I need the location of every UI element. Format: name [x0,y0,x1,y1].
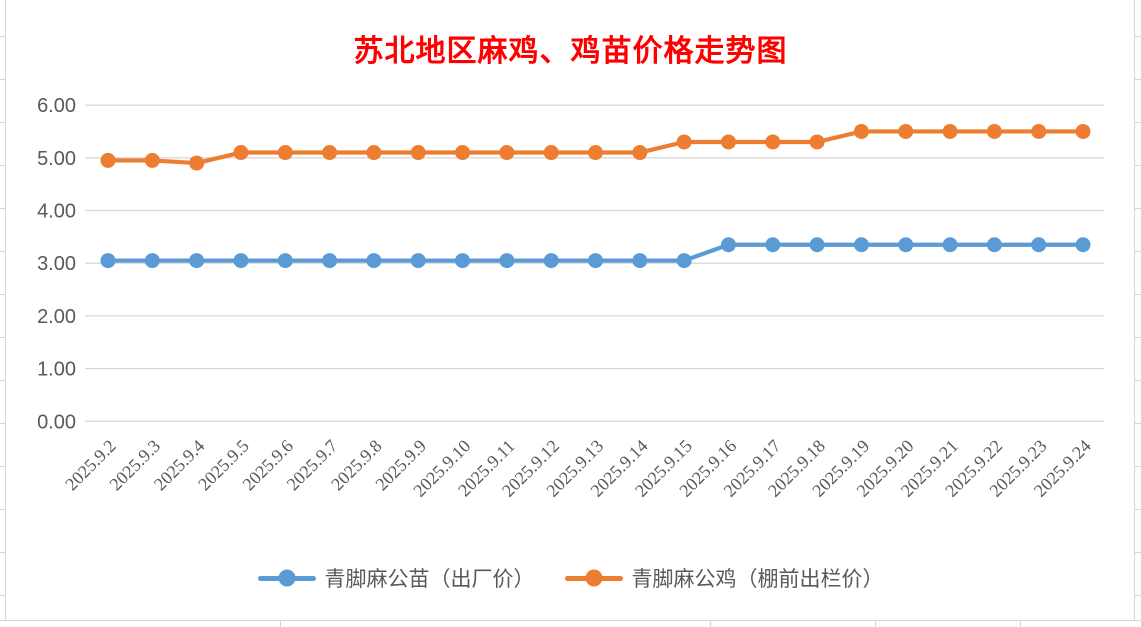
data-point-marker [588,145,604,161]
data-point-marker [942,123,958,139]
worksheet-gridline [1134,337,1141,338]
data-point-marker [1075,123,1091,139]
worksheet-gridline [0,251,5,252]
worksheet-gridline [1134,208,1141,209]
data-point-marker [588,253,604,269]
data-point-marker [765,134,781,150]
worksheet-gridline [1134,165,1141,166]
data-point-marker [233,145,249,161]
data-point-marker [676,253,692,269]
worksheet-gridline [0,423,5,424]
worksheet-gridline [875,620,876,627]
worksheet-gridline [1134,509,1141,510]
data-point-marker [632,253,648,269]
legend-label-series-2: 青脚麻公鸡（棚前出栏价） [631,567,884,591]
y-tick-label: 1.00 [37,359,76,381]
legend-item-chick-factory-price: 青脚麻公苗（出厂价） [257,563,535,593]
y-tick-label: 5.00 [37,148,76,170]
data-point-marker [543,253,559,269]
data-point-marker [676,134,692,150]
worksheet-gridline [0,509,5,510]
worksheet-gridline [1134,595,1141,596]
data-point-marker [809,237,825,253]
worksheet-gridline [280,620,281,627]
data-point-marker [410,253,426,269]
data-point-marker [233,253,249,269]
worksheet-gridline [0,208,5,209]
data-point-marker [1075,237,1091,253]
data-point-marker [986,123,1002,139]
worksheet-gridline [5,0,6,620]
data-point-marker [499,253,515,269]
worksheet-gridline [0,337,5,338]
worksheet-gridline [0,552,5,553]
data-point-marker [853,237,869,253]
data-point-marker [366,253,382,269]
worksheet-gridline [1020,620,1021,627]
data-point-marker [809,134,825,150]
data-point-marker [543,145,559,161]
data-point-marker [1031,237,1047,253]
data-point-marker [100,152,116,168]
data-point-marker [499,145,515,161]
data-point-marker [455,253,471,269]
data-point-marker [366,145,382,161]
data-point-marker [898,237,914,253]
worksheet-gridline [710,620,711,627]
legend-marker-orange-line-icon [564,569,623,587]
worksheet-gridline [0,595,5,596]
data-point-marker [277,253,293,269]
y-tick-label: 0.00 [37,411,76,433]
worksheet-gridline [1134,79,1141,80]
worksheet-gridline [1134,0,1135,620]
data-point-marker [410,145,426,161]
data-point-marker [720,237,736,253]
data-point-marker [144,152,160,168]
chart-title: 苏北地区麻鸡、鸡苗价格走势图 [353,35,788,68]
data-point-marker [853,123,869,139]
worksheet-gridline [1134,423,1141,424]
worksheet-gridline [0,79,5,80]
data-point-marker [632,145,648,161]
data-point-marker [322,253,338,269]
data-point-marker [144,253,160,269]
data-point-marker [898,123,914,139]
y-tick-label: 3.00 [37,253,76,275]
y-tick-label: 4.00 [37,201,76,223]
y-tick-label: 2.00 [37,306,76,328]
worksheet-gridline [0,294,5,295]
legend-label-series-1: 青脚麻公苗（出厂价） [324,567,535,591]
legend-marker-blue-line-icon [257,569,316,587]
worksheet-gridline [0,466,5,467]
worksheet-gridline [0,36,5,37]
data-point-marker [189,253,205,269]
data-point-marker [720,134,736,150]
data-point-marker [322,145,338,161]
worksheet-gridline [1134,36,1141,37]
y-tick-label: 6.00 [37,95,76,117]
data-point-marker [455,145,471,161]
worksheet-gridline [1134,466,1141,467]
data-point-marker [986,237,1002,253]
worksheet-gridline [1134,294,1141,295]
data-point-marker [942,237,958,253]
data-point-marker [765,237,781,253]
data-point-marker [100,253,116,269]
worksheet-gridline [1134,380,1141,381]
data-point-marker [1031,123,1047,139]
legend-item-rooster-farmgate-price: 青脚麻公鸡（棚前出栏价） [564,563,884,593]
worksheet-gridline [0,380,5,381]
worksheet-gridline [1134,552,1141,553]
worksheet-gridline [0,122,5,123]
chart-legend: 青脚麻公苗（出厂价） 青脚麻公鸡（棚前出栏价） [0,558,1141,598]
worksheet-gridline [0,620,1141,621]
worksheet-gridline [0,165,5,166]
worksheet-gridline [1134,122,1141,123]
worksheet-gridline [1134,251,1141,252]
data-point-marker [189,155,205,171]
data-point-marker [277,145,293,161]
